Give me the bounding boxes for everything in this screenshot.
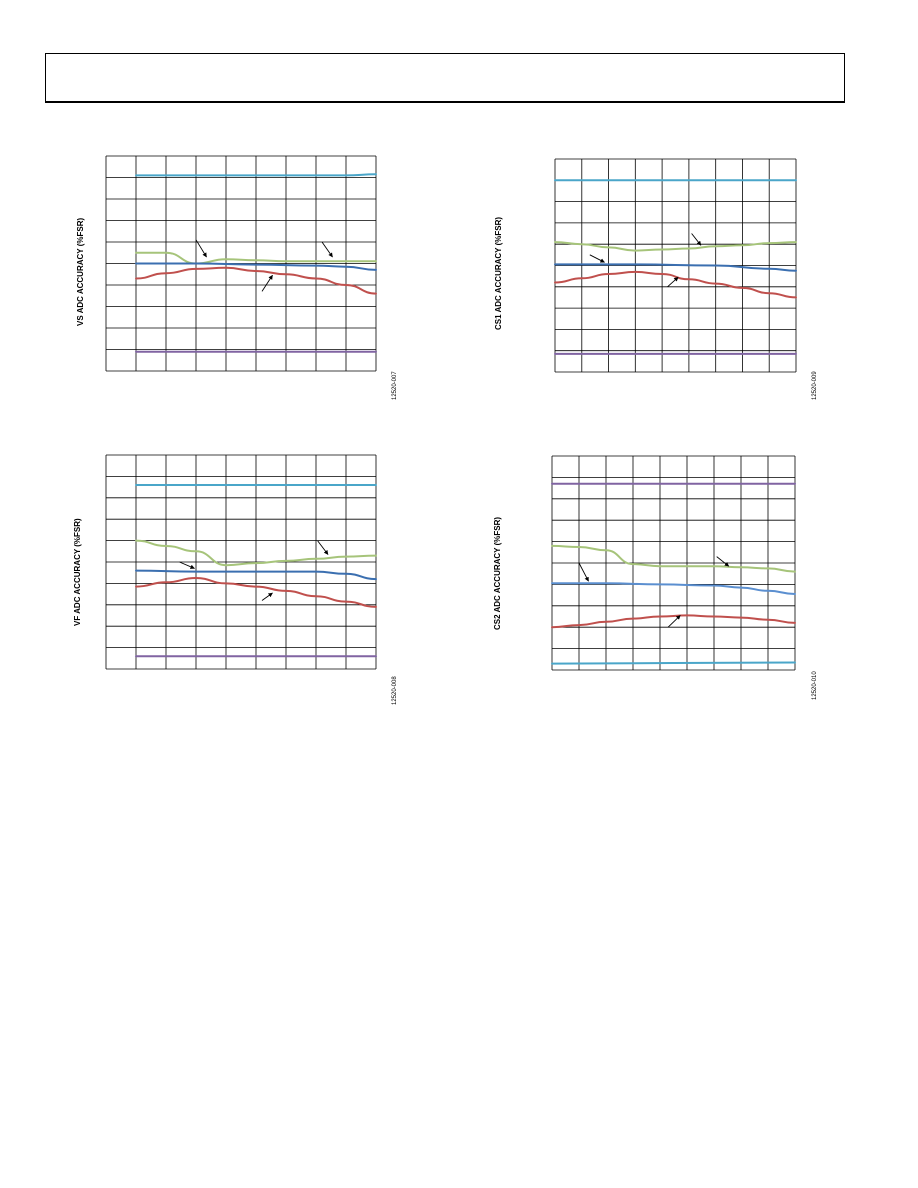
series-line-red — [135, 266, 377, 295]
series-line-red — [135, 576, 377, 608]
y-axis-label: CS2 ADC ACCURACY (%FSR) — [493, 516, 502, 630]
y-axis-label: CS1 ADC ACCURACY (%FSR) — [494, 216, 503, 330]
annotation-arrow — [195, 239, 207, 258]
figure-id: 12520-007 — [392, 371, 398, 400]
annotation-arrow — [317, 540, 329, 555]
annotation-arrow — [578, 562, 589, 582]
annotation-arrow — [716, 556, 730, 567]
annotation-arrow — [261, 592, 273, 601]
series-line-cyan — [551, 661, 796, 665]
series-line-cyan — [135, 173, 377, 177]
annotation-arrow — [589, 254, 605, 263]
series-line-green — [554, 241, 797, 252]
figure-id: 12520-009 — [812, 371, 818, 400]
chart-plot-cs2 — [551, 455, 796, 671]
series-line-red — [554, 270, 797, 299]
annotation-arrow — [261, 274, 273, 292]
series-line-blue — [135, 262, 377, 271]
chart-plot-vf — [105, 454, 377, 670]
annotation-arrow — [667, 615, 681, 628]
annotation-arrow — [667, 276, 679, 288]
figure-id: 12520-008 — [392, 676, 398, 705]
y-axis-label: VS ADC ACCURACY (%FSR) — [76, 217, 85, 326]
figure-id: 12520-010 — [812, 671, 818, 700]
series-line-blue_light — [551, 582, 796, 595]
page-header-box — [45, 53, 845, 103]
series-line-green — [135, 251, 377, 265]
chart-plot-cs1 — [554, 158, 797, 373]
chart-plot-vs — [105, 155, 377, 372]
annotation-arrow — [321, 241, 333, 258]
series-line-green — [551, 544, 796, 573]
series-line-green — [135, 539, 377, 567]
annotation-arrow — [691, 233, 702, 246]
series-line-blue — [554, 263, 797, 272]
y-axis-label: VF ADC ACCURACY (%FSR) — [73, 518, 82, 626]
annotation-arrow — [179, 561, 195, 569]
series-line-blue — [135, 569, 377, 581]
series-line-red — [551, 614, 796, 629]
